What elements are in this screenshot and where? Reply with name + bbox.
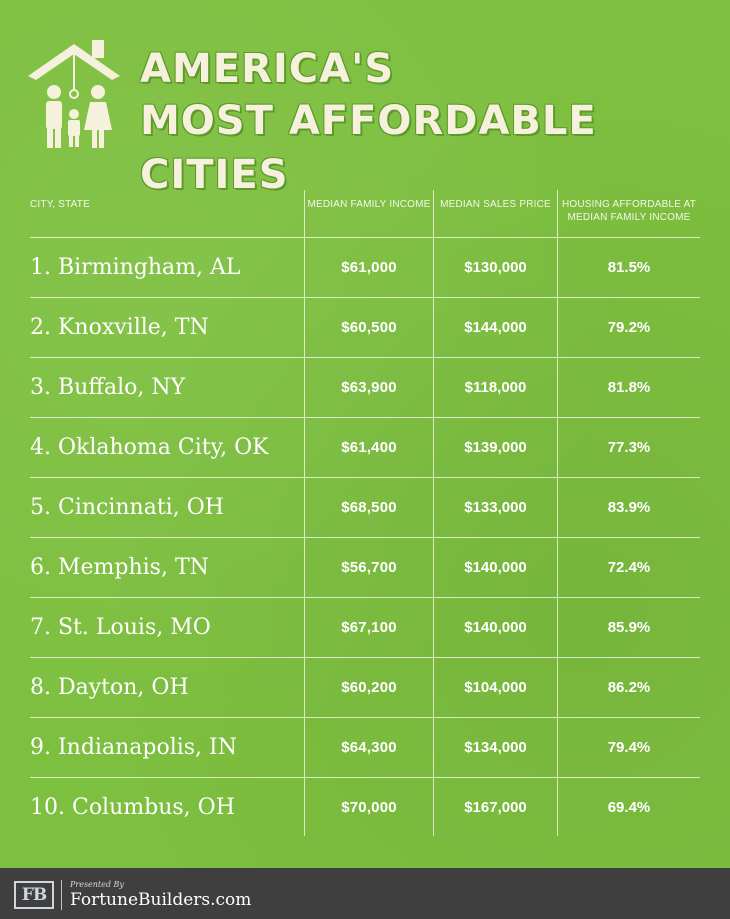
table-row: 1. Birmingham, AL $61,000 $130,000 81.5% xyxy=(30,238,700,298)
footer: FB Presented By FortuneBuilders.com xyxy=(0,868,730,919)
cell-income: $60,200 xyxy=(304,658,433,717)
table-row: 9. Indianapolis, IN $64,300 $134,000 79.… xyxy=(30,718,700,778)
cell-affordable: 69.4% xyxy=(557,778,700,836)
table-row: 10. Columbus, OH $70,000 $167,000 69.4% xyxy=(30,778,700,836)
cell-city: 1. Birmingham, AL xyxy=(30,255,241,280)
cell-city: 2. Knoxville, TN xyxy=(30,315,209,340)
cell-city: 5. Cincinnati, OH xyxy=(30,495,224,520)
table-row: 5. Cincinnati, OH $68,500 $133,000 83.9% xyxy=(30,478,700,538)
cell-income: $64,300 xyxy=(304,718,433,777)
cell-affordable: 83.9% xyxy=(557,478,700,537)
cell-income: $63,900 xyxy=(304,358,433,417)
cell-city: 10. Columbus, OH xyxy=(30,794,235,820)
cell-affordable: 79.2% xyxy=(557,298,700,357)
cell-city: 3. Buffalo, NY xyxy=(30,375,186,400)
cell-affordable: 77.3% xyxy=(557,418,700,477)
table-row: 8. Dayton, OH $60,200 $104,000 86.2% xyxy=(30,658,700,718)
cell-price: $104,000 xyxy=(433,658,557,717)
cell-city: 6. Memphis, TN xyxy=(30,555,209,580)
header-price: MEDIAN SALES PRICE xyxy=(433,190,557,237)
cell-affordable: 85.9% xyxy=(557,598,700,657)
cell-income: $56,700 xyxy=(304,538,433,597)
cell-city: 9. Indianapolis, IN xyxy=(30,735,237,760)
cell-affordable: 81.5% xyxy=(557,238,700,297)
table-row: 6. Memphis, TN $56,700 $140,000 72.4% xyxy=(30,538,700,598)
house-family-icon xyxy=(28,40,120,148)
cell-price: $118,000 xyxy=(433,358,557,417)
background xyxy=(0,0,730,868)
table-header: CITY, STATE MEDIAN FAMILY INCOME MEDIAN … xyxy=(30,190,700,238)
cell-price: $133,000 xyxy=(433,478,557,537)
page-title: America's Most Affordable Cities xyxy=(140,44,720,202)
cell-income: $61,000 xyxy=(304,238,433,297)
cell-affordable: 81.8% xyxy=(557,358,700,417)
brand-name: FortuneBuilders.com xyxy=(70,890,252,910)
header-income: MEDIAN FAMILY INCOME xyxy=(304,190,433,237)
affordable-cities-table: CITY, STATE MEDIAN FAMILY INCOME MEDIAN … xyxy=(30,190,700,836)
presented-by-label: Presented By xyxy=(70,880,124,889)
cell-affordable: 79.4% xyxy=(557,718,700,777)
title-line-2: Most Affordable Cities xyxy=(140,98,597,198)
footer-divider xyxy=(61,880,62,910)
cell-income: $68,500 xyxy=(304,478,433,537)
cell-city: 8. Dayton, OH xyxy=(30,675,189,700)
cell-income: $70,000 xyxy=(304,778,433,836)
cell-city: 4. Oklahoma City, OK xyxy=(30,435,269,460)
cell-affordable: 72.4% xyxy=(557,538,700,597)
cell-income: $67,100 xyxy=(304,598,433,657)
cell-income: $61,400 xyxy=(304,418,433,477)
table-row: 7. St. Louis, MO $67,100 $140,000 85.9% xyxy=(30,598,700,658)
cell-price: $144,000 xyxy=(433,298,557,357)
header-city: CITY, STATE xyxy=(30,199,90,210)
cell-price: $130,000 xyxy=(433,238,557,297)
cell-price: $139,000 xyxy=(433,418,557,477)
fb-logo-badge: FB xyxy=(14,881,54,909)
table-row: 4. Oklahoma City, OK $61,400 $139,000 77… xyxy=(30,418,700,478)
cell-price: $134,000 xyxy=(433,718,557,777)
title-line-1: America's xyxy=(140,46,395,92)
header: America's Most Affordable Cities xyxy=(0,0,730,198)
cell-price: $140,000 xyxy=(433,598,557,657)
cell-price: $140,000 xyxy=(433,538,557,597)
cell-income: $60,500 xyxy=(304,298,433,357)
cell-price: $167,000 xyxy=(433,778,557,836)
cell-affordable: 86.2% xyxy=(557,658,700,717)
table-row: 3. Buffalo, NY $63,900 $118,000 81.8% xyxy=(30,358,700,418)
table-row: 2. Knoxville, TN $60,500 $144,000 79.2% xyxy=(30,298,700,358)
header-affordable: HOUSING AFFORDABLE AT MEDIAN FAMILY INCO… xyxy=(557,190,700,237)
cell-city: 7. St. Louis, MO xyxy=(30,615,211,640)
